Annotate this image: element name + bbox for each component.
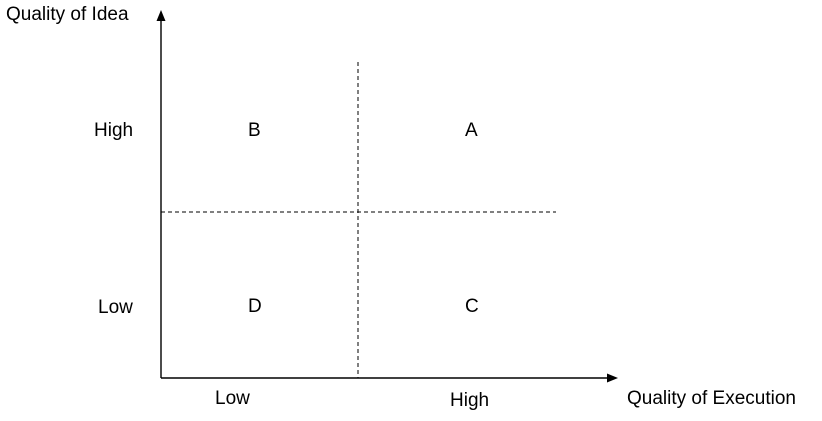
x-tick-low: Low [215,388,250,409]
y-axis-arrowhead [156,10,166,21]
quadrant-label-bottom-left: D [248,296,262,317]
quadrant-label-top-right: A [465,120,478,141]
quadrant-label-top-left: B [248,120,261,141]
quadrant-label-bottom-right: C [465,296,479,317]
y-tick-low: Low [98,297,133,318]
x-axis-arrowhead [607,373,618,383]
x-tick-high: High [450,390,489,411]
y-tick-high: High [94,120,133,141]
x-axis-title: Quality of Execution [627,388,796,409]
y-axis-title: Quality of Idea [6,4,129,25]
